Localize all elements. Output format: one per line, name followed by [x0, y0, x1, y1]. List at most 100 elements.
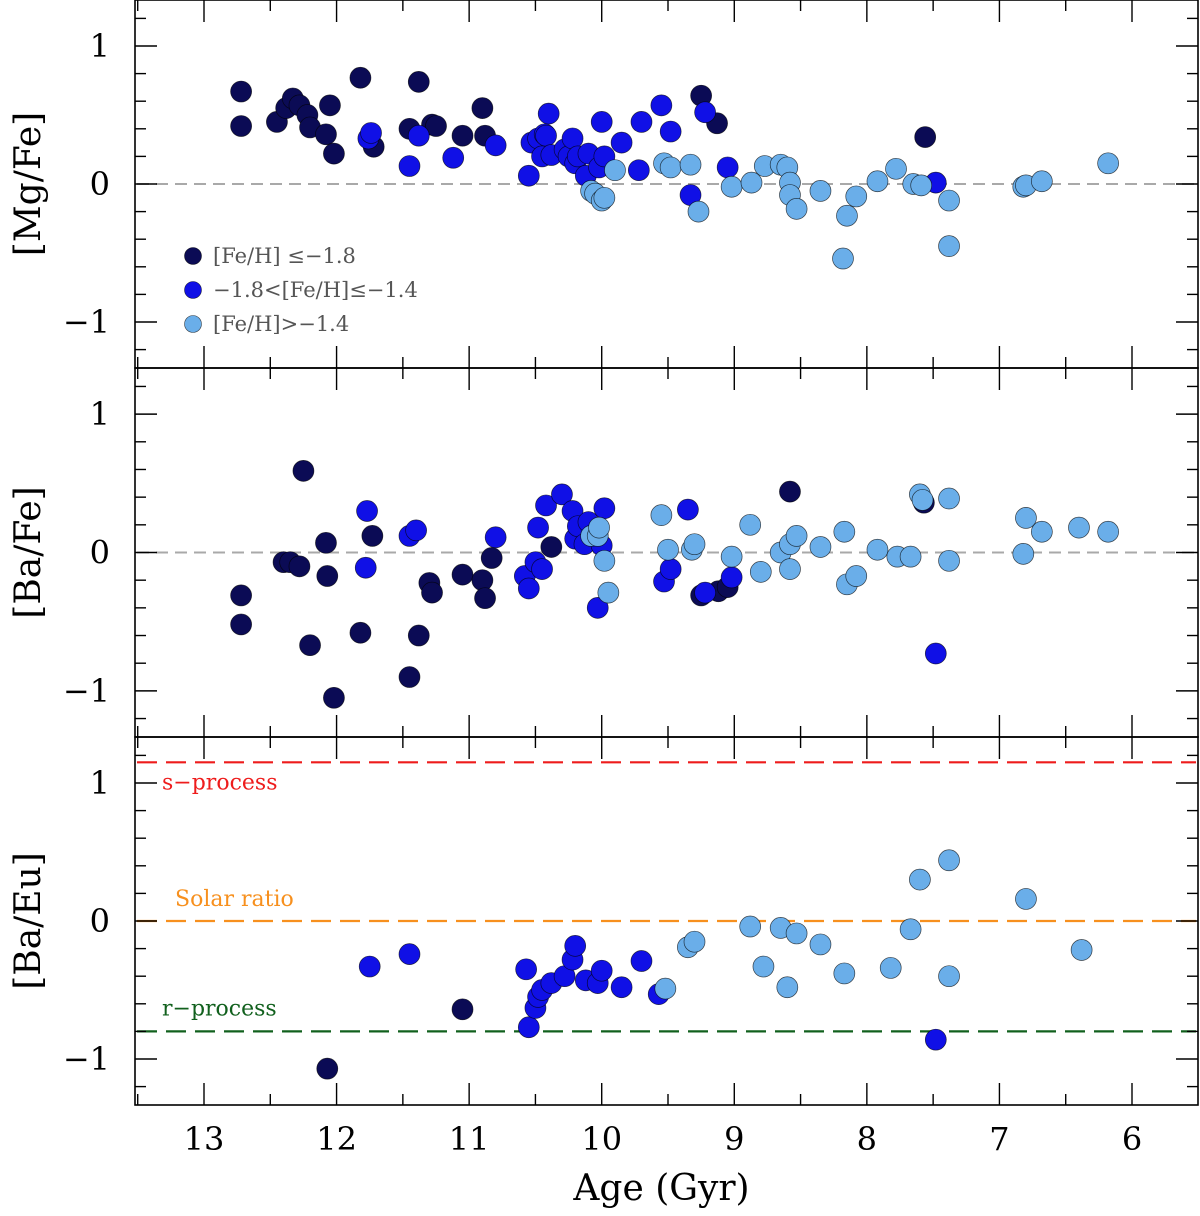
middle-point	[421, 581, 443, 604]
bottom-point	[909, 868, 931, 891]
legend-marker	[184, 315, 202, 333]
bottom-point	[358, 955, 381, 978]
top-point	[845, 185, 868, 208]
top-point	[471, 97, 494, 119]
top-point	[630, 111, 653, 133]
middle-point	[315, 531, 337, 554]
middle-point	[593, 549, 616, 572]
middle-point	[354, 556, 377, 579]
top-point	[716, 156, 739, 179]
middle-point	[292, 460, 315, 482]
top-point	[694, 101, 716, 124]
bottom-xtick-label: 12	[316, 1120, 357, 1158]
middle-point	[349, 621, 372, 644]
middle-point	[586, 596, 609, 619]
top-ytick-label: 1	[90, 27, 110, 65]
middle-point	[683, 533, 706, 556]
bottom-point	[515, 958, 537, 981]
middle-point	[657, 538, 679, 561]
middle-point	[1068, 516, 1090, 539]
middle-point	[809, 536, 832, 558]
top-point	[407, 124, 430, 147]
top-point	[679, 153, 702, 176]
top-point	[319, 94, 341, 117]
legend: [Fe/H] ≤−1.8 −1.8<[Fe/H]≤−1.4 [Fe/H]>−1.4	[184, 244, 418, 336]
middle-point	[833, 520, 856, 543]
top-ylabel: [Mg/Fe]	[8, 112, 49, 256]
top-point	[938, 189, 960, 212]
middle-point	[694, 581, 716, 604]
bottom-ytick-label: 1	[90, 764, 110, 802]
middle-point	[911, 489, 934, 511]
legend-marker	[184, 281, 202, 299]
bottom-xtick-label: 7	[989, 1120, 1009, 1158]
bottom-point	[630, 950, 653, 972]
bottom-reference-label-2: r−process	[162, 996, 277, 1021]
top-point	[451, 124, 474, 147]
top-point	[650, 94, 673, 117]
top-point	[1031, 170, 1053, 193]
bottom-reference-label-0: s−process	[162, 770, 278, 795]
middle-point	[899, 545, 922, 568]
top-point	[866, 170, 889, 193]
middle-point	[779, 480, 801, 503]
top-point	[230, 80, 252, 103]
bottom-point	[451, 998, 474, 1021]
top-panel: 10−1[Mg/Fe] [Fe/H] ≤−1.8−1.8<[Fe/H]≤−1.4[…	[8, 0, 1199, 369]
middle-point	[316, 565, 339, 587]
bottom-point	[833, 962, 856, 985]
middle-point	[1015, 507, 1037, 529]
bottom-xtick-label: 9	[724, 1120, 744, 1158]
top-point	[593, 186, 616, 209]
middle-point	[356, 500, 378, 522]
top-point	[885, 157, 907, 180]
bottom-point	[683, 930, 706, 953]
bottom-ylabel: [Ba/Eu]	[8, 852, 49, 990]
legend-entry-label: −1.8<[Fe/H]≤−1.4	[213, 278, 418, 302]
bottom-point	[610, 976, 633, 999]
middle-point	[230, 584, 252, 607]
top-point	[425, 115, 447, 137]
bottom-point	[924, 1028, 947, 1051]
legend-entry-label: [Fe/H] ≤−1.8	[213, 244, 356, 268]
bottom-reference-label-1: Solar ratio	[175, 887, 294, 912]
top-point	[740, 171, 763, 194]
bottom-point	[590, 959, 613, 982]
middle-point	[405, 519, 427, 542]
middle-ytick-label: 1	[90, 395, 110, 433]
bottom-xtick-label: 6	[1122, 1120, 1142, 1158]
middle-point	[480, 547, 503, 569]
legend-entry-label: [Fe/H]>−1.4	[213, 312, 349, 336]
top-point	[659, 156, 682, 179]
bottom-point	[776, 976, 799, 999]
bottom-point	[739, 915, 762, 938]
middle-panel: 1 0 −1 [Ba/Fe]	[8, 367, 1199, 738]
top-point	[323, 142, 345, 165]
middle-point	[739, 513, 762, 536]
top-point	[590, 111, 613, 133]
middle-point	[527, 516, 549, 539]
bottom-xtick-label: 8	[857, 1120, 877, 1158]
top-point	[517, 164, 540, 187]
middle-point	[535, 494, 557, 517]
middle-point	[720, 566, 743, 589]
middle-point	[1031, 520, 1053, 543]
top-point	[604, 159, 626, 182]
middle-points	[230, 460, 1119, 709]
top-point	[910, 174, 933, 197]
bottom-point	[398, 943, 421, 965]
top-points	[230, 66, 1119, 270]
bottom-ytick-label: 0	[90, 902, 110, 940]
middle-point	[451, 563, 474, 586]
bottom-ytick-label: −1	[63, 1040, 110, 1078]
bottom-point	[1070, 939, 1093, 961]
top-point	[938, 235, 960, 257]
top-point	[442, 146, 465, 169]
middle-point	[230, 613, 252, 636]
middle-point	[677, 498, 699, 521]
bottom-points	[316, 849, 1093, 1080]
top-point	[832, 247, 854, 270]
